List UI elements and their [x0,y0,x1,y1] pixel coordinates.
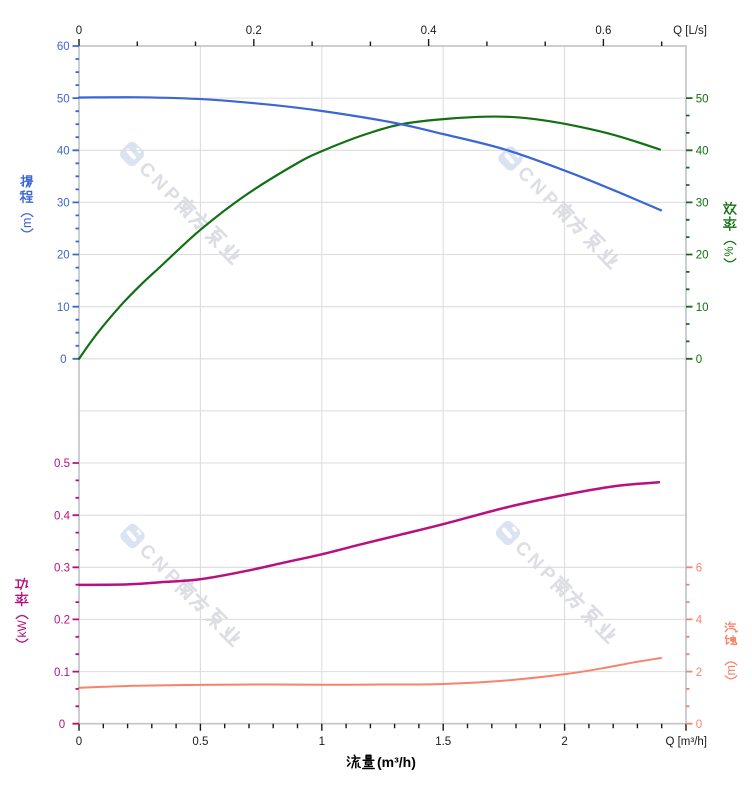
svg-text:0.4: 0.4 [54,510,71,522]
svg-text:m: m [20,218,34,228]
svg-text:0.1: 0.1 [54,667,70,679]
svg-text:1.5: 1.5 [435,736,451,748]
svg-text:1: 1 [319,736,325,748]
svg-text:6: 6 [696,563,702,575]
svg-text:0.5: 0.5 [192,736,208,748]
svg-text:0: 0 [696,354,702,366]
svg-text:kW: kW [15,619,29,637]
svg-text:0.4: 0.4 [421,25,438,37]
svg-text:10: 10 [696,302,709,314]
svg-text:30: 30 [57,198,70,210]
svg-text:40: 40 [57,146,70,158]
svg-text:20: 20 [696,250,709,262]
svg-text:Q [L/s]: Q [L/s] [673,25,707,37]
svg-text:50: 50 [57,93,70,105]
svg-text:0.6: 0.6 [595,25,611,37]
svg-text:0: 0 [76,736,82,748]
svg-text:Q [m³/h]: Q [m³/h] [665,736,707,748]
svg-text:0.2: 0.2 [54,615,70,627]
svg-text:m: m [724,665,738,675]
svg-text:0: 0 [696,719,702,731]
svg-text:%: % [724,246,736,256]
svg-text:30: 30 [696,198,709,210]
svg-text:2: 2 [696,667,702,679]
svg-text:4: 4 [696,615,703,627]
svg-text:50: 50 [696,93,709,105]
svg-text:20: 20 [57,250,70,262]
svg-text:0: 0 [76,25,82,37]
svg-text:(m³/h): (m³/h) [377,754,416,770]
svg-text:0.5: 0.5 [54,458,70,470]
svg-text:0.3: 0.3 [54,563,70,575]
svg-text:2: 2 [561,736,567,748]
svg-text:0: 0 [60,354,66,366]
svg-text:0: 0 [59,719,65,731]
svg-text:40: 40 [696,146,709,158]
svg-text:60: 60 [57,41,70,53]
svg-text:10: 10 [57,302,70,314]
svg-text:0.2: 0.2 [246,25,262,37]
